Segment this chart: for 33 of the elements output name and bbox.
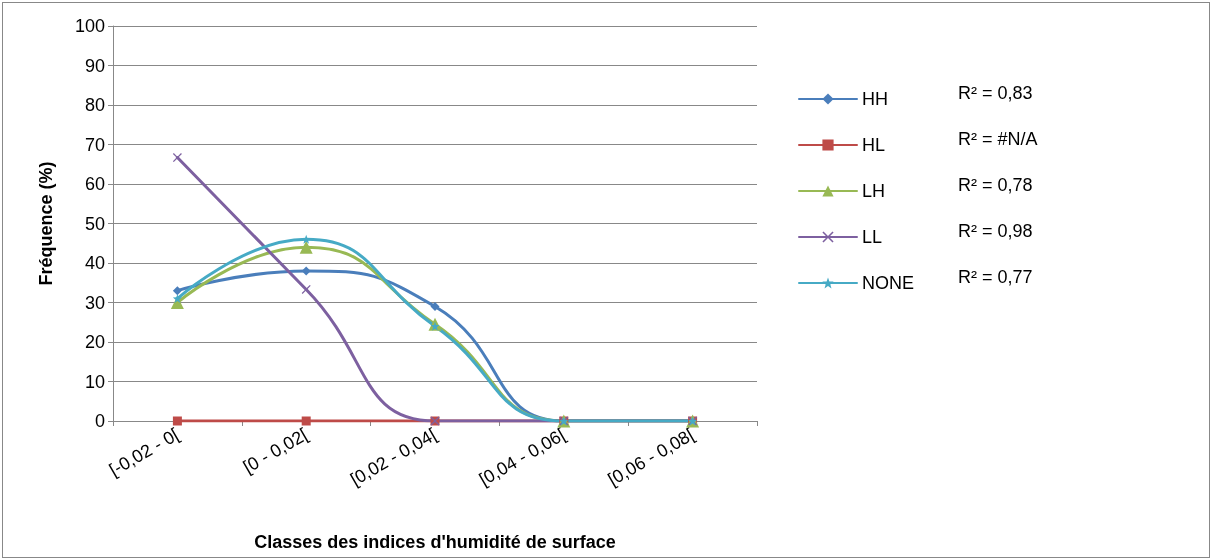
point <box>301 284 311 294</box>
x-axis-title: Classes des indices d'humidité de surface <box>254 532 616 552</box>
text: R² = 0,83 <box>958 83 1033 103</box>
point <box>172 286 182 296</box>
y-tick-label: 100 <box>74 16 105 36</box>
y-tick-label: 10 <box>84 371 105 392</box>
y-tick-label: 30 <box>84 292 105 313</box>
legend-label: LH <box>862 181 886 201</box>
y-tick-label: 90 <box>84 55 105 76</box>
text: R² = 0,98 <box>958 221 1033 241</box>
point <box>172 416 182 426</box>
point <box>430 321 440 331</box>
legend-label: HH <box>862 89 888 109</box>
y-tick-label: 40 <box>84 253 105 273</box>
y-tick-label: 0 <box>94 411 105 431</box>
point <box>430 301 440 311</box>
point <box>301 416 311 426</box>
y-tick-label: 60 <box>84 174 105 194</box>
y-tick-label: 80 <box>84 95 105 115</box>
text: R² = 0,78 <box>958 175 1033 195</box>
point <box>299 240 313 254</box>
y-tick-label: 70 <box>84 134 105 155</box>
x-tick-label: [0 - 0,02[ <box>239 424 312 478</box>
legend-label: LL <box>862 227 883 247</box>
legend-label: HL <box>862 135 886 155</box>
point <box>172 294 182 304</box>
y-tick-label: 50 <box>84 213 105 234</box>
y-axis-title: Fréquence (%) <box>36 161 56 286</box>
point <box>301 266 311 276</box>
text: R² = 0,77 <box>958 267 1033 287</box>
text: R² = #N/A <box>958 129 1038 149</box>
y-tick-label: 20 <box>84 332 105 352</box>
legend-label: NONE <box>862 273 915 293</box>
